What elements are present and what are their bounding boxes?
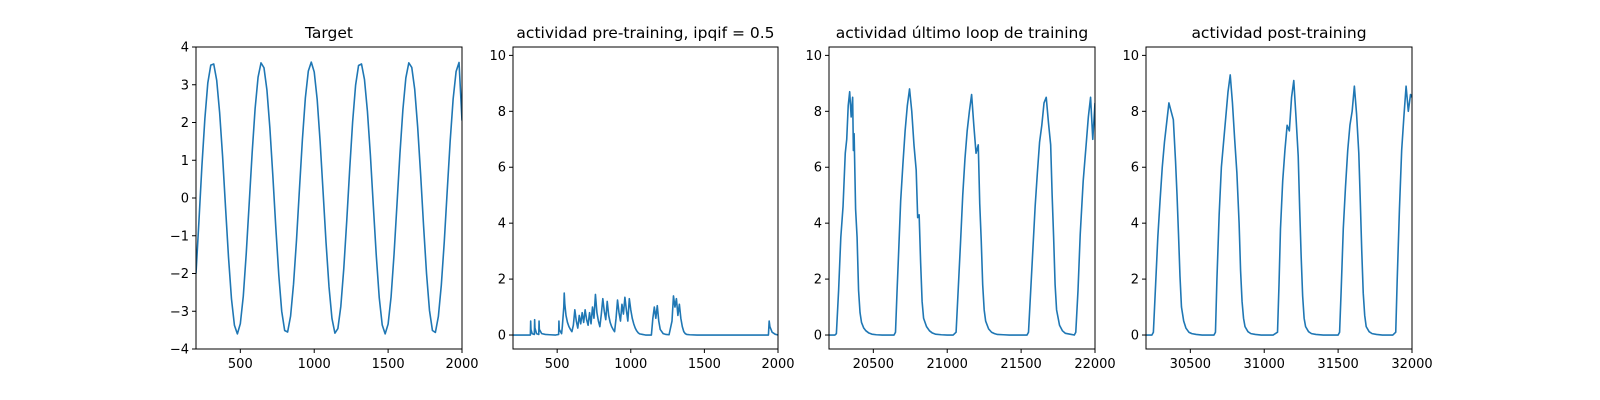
chart-panel-4: 30500 31000 31500 32000 0 2 4 6 8 10 actividad pos… <box>1122 24 1432 372</box>
x-tick-label: 1000 <box>298 357 331 372</box>
x-tick-label: 1500 <box>372 357 405 372</box>
x-tick-label: 21500 <box>1000 357 1041 372</box>
x-tick-label: 500 <box>545 357 570 372</box>
y-tick-label: 2 <box>814 273 822 288</box>
chart-title: actividad último loop de training <box>836 24 1088 42</box>
x-tick-label: 31500 <box>1317 357 1358 372</box>
x-tick-label: 2000 <box>445 357 478 372</box>
y-tick-label: 2 <box>181 116 189 131</box>
chart-title: actividad post-training <box>1191 24 1366 42</box>
y-tick-label: −2 <box>170 267 189 282</box>
x-tick-label: 1500 <box>688 357 721 372</box>
x-tick-label: 1000 <box>614 357 647 372</box>
axes-frame <box>828 46 1096 350</box>
y-tick-label: 0 <box>1131 329 1139 344</box>
y-tick-label: 2 <box>498 273 506 288</box>
chart-panel-3: 20500 21000 21500 22000 0 2 4 6 8 10 actividad últ… <box>805 24 1115 372</box>
series-line-1 <box>513 292 778 336</box>
x-tick-label: 22000 <box>1074 357 1115 372</box>
x-tick-label: 20500 <box>853 357 894 372</box>
x-tick-label: 30500 <box>1170 357 1211 372</box>
axes-frame <box>512 46 779 350</box>
y-tick-label: 3 <box>181 78 189 93</box>
y-tick-label: −3 <box>170 305 189 320</box>
y-tick-label: 10 <box>805 49 822 64</box>
y-tick-label: 0 <box>498 329 506 344</box>
chart-title: Target <box>304 24 353 42</box>
x-tick-label: 32000 <box>1391 357 1432 372</box>
y-tick-label: 6 <box>814 161 822 176</box>
y-tick-label: 8 <box>814 105 822 120</box>
x-tick-label: 21000 <box>927 357 968 372</box>
series-line-1 <box>1146 74 1412 336</box>
y-tick-label: 2 <box>1131 273 1139 288</box>
y-tick-label: 0 <box>814 329 822 344</box>
series-line-1 <box>829 88 1095 336</box>
chart-panel-2: 500 1000 1500 2000 0 2 4 6 8 10 actividad pre-trai… <box>489 24 794 372</box>
x-tick-label: 2000 <box>761 357 794 372</box>
chart-panel-1: 500 1000 1500 2000 −4 −3 −2 −1 0 1 2 3 4 Target <box>170 24 479 372</box>
x-tick-label: 31000 <box>1244 357 1285 372</box>
axes-frame <box>1145 46 1413 350</box>
y-tick-label: −4 <box>170 343 189 358</box>
y-tick-label: 4 <box>181 41 189 56</box>
y-tick-label: 6 <box>498 161 506 176</box>
y-tick-label: 8 <box>1131 105 1139 120</box>
y-tick-label: 0 <box>181 192 189 207</box>
y-tick-label: 6 <box>1131 161 1139 176</box>
y-tick-label: 4 <box>814 217 822 232</box>
y-tick-label: −1 <box>170 229 189 244</box>
chart-title: actividad pre-training, ipqif = 0.5 <box>516 24 774 42</box>
y-tick-label: 4 <box>498 217 506 232</box>
series-line-1 <box>196 61 462 335</box>
y-tick-label: 10 <box>489 49 506 64</box>
y-tick-label: 1 <box>181 154 189 169</box>
y-tick-label: 4 <box>1131 217 1139 232</box>
x-tick-label: 500 <box>228 357 253 372</box>
y-tick-label: 10 <box>1122 49 1139 64</box>
y-tick-label: 8 <box>498 105 506 120</box>
